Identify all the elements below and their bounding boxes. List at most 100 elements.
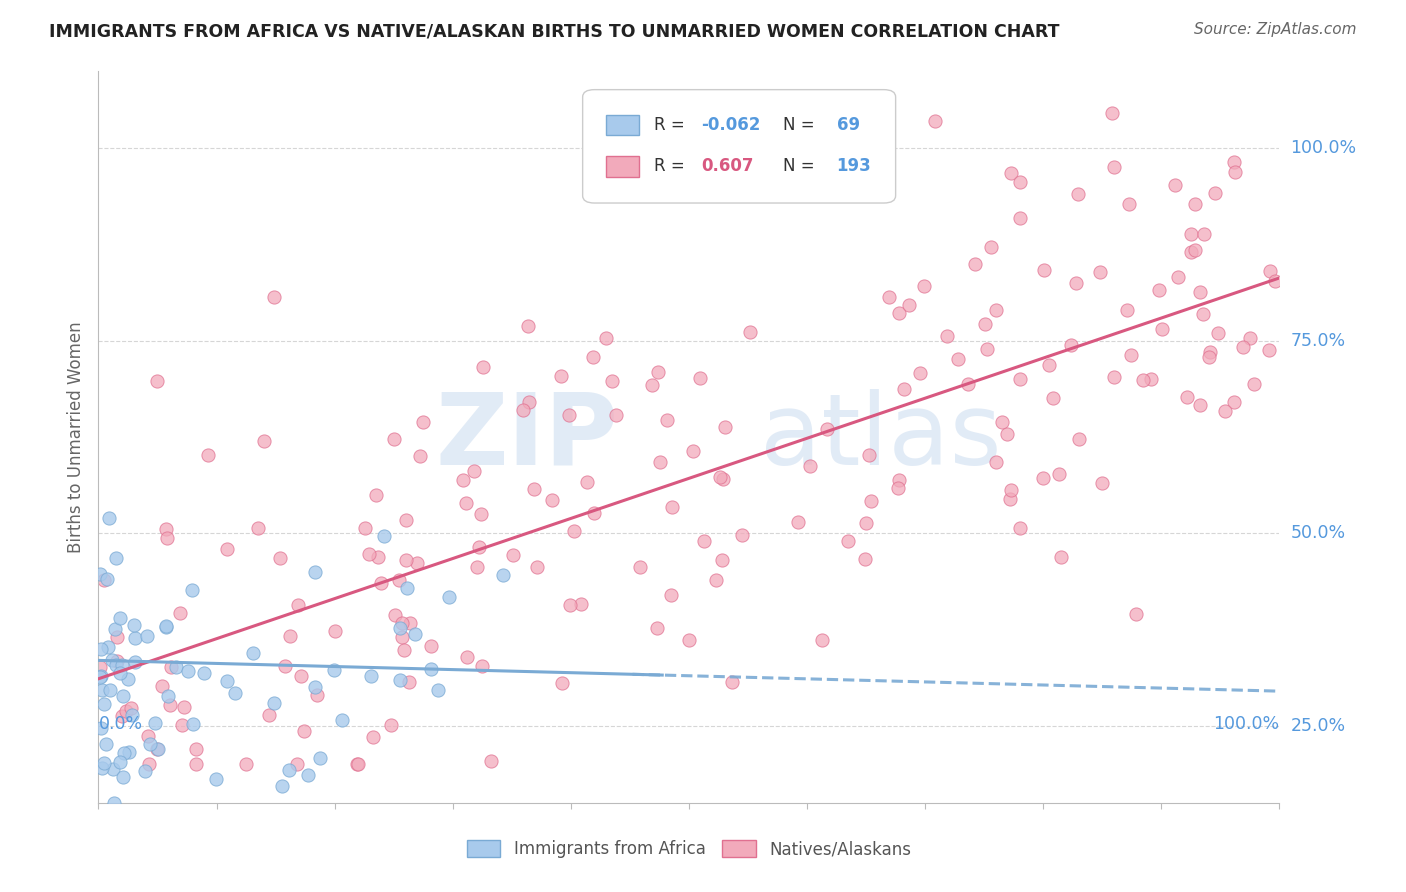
Point: [456, 650, 478, 665]
Point: [136, 629, 159, 643]
Point: [995, 427, 1018, 442]
Point: [980, 240, 1002, 254]
Point: [516, 318, 538, 333]
Point: [479, 754, 502, 768]
Point: [146, 742, 169, 756]
Point: [104, 551, 127, 566]
Point: [1010, 175, 1032, 189]
Point: [384, 433, 406, 447]
Point: [104, 622, 127, 636]
Point: [704, 574, 727, 588]
Point: [502, 548, 524, 562]
Point: [159, 659, 181, 673]
Point: [1194, 227, 1216, 241]
Point: [648, 455, 671, 469]
Point: [910, 366, 932, 380]
Point: [540, 493, 562, 508]
Text: N =: N =: [783, 116, 820, 134]
Point: [405, 556, 427, 570]
Text: ZIP: ZIP: [436, 389, 619, 485]
Point: [738, 325, 761, 339]
Point: [470, 507, 492, 521]
Point: [134, 764, 156, 778]
Point: [108, 755, 131, 769]
Point: [146, 374, 169, 388]
Point: [956, 377, 979, 392]
Point: [98, 511, 121, 525]
Point: [456, 496, 478, 510]
Point: [169, 606, 191, 620]
Point: [893, 382, 915, 396]
Point: [647, 621, 669, 635]
Y-axis label: Births to Unmarried Women: Births to Unmarried Women: [66, 321, 84, 553]
Text: 75.0%: 75.0%: [1291, 332, 1346, 350]
Text: IMMIGRANTS FROM AFRICA VS NATIVE/ALASKAN BIRTHS TO UNMARRIED WOMEN CORRELATION C: IMMIGRANTS FROM AFRICA VS NATIVE/ALASKAN…: [49, 22, 1060, 40]
Point: [1060, 338, 1083, 352]
Point: [274, 659, 297, 673]
Point: [290, 669, 312, 683]
Point: [1152, 322, 1174, 336]
Point: [297, 768, 319, 782]
Point: [367, 550, 389, 565]
Point: [1102, 369, 1125, 384]
Point: [659, 588, 682, 602]
Point: [181, 582, 204, 597]
Point: [451, 473, 474, 487]
Point: [122, 618, 145, 632]
Point: [551, 675, 574, 690]
Point: [860, 494, 883, 508]
Point: [93, 573, 115, 587]
Point: [468, 540, 491, 554]
Point: [323, 624, 346, 638]
Point: [912, 279, 935, 293]
Point: [108, 611, 131, 625]
Point: [855, 516, 877, 531]
Point: [427, 683, 450, 698]
Point: [678, 633, 700, 648]
FancyBboxPatch shape: [606, 114, 640, 135]
Legend: Immigrants from Africa, Natives/Alaskans: Immigrants from Africa, Natives/Alaskans: [460, 833, 918, 865]
Text: R =: R =: [654, 158, 689, 176]
Point: [1091, 475, 1114, 490]
Point: [121, 708, 143, 723]
Text: 100.0%: 100.0%: [1291, 139, 1357, 157]
Point: [1180, 245, 1202, 260]
Point: [181, 717, 204, 731]
Text: 25.0%: 25.0%: [1291, 717, 1346, 735]
Point: [89, 670, 111, 684]
Point: [373, 528, 395, 542]
Point: [242, 646, 264, 660]
Point: [1047, 467, 1070, 481]
Point: [101, 653, 124, 667]
Point: [205, 772, 228, 787]
Point: [1191, 307, 1213, 321]
Point: [103, 796, 125, 810]
Point: [399, 615, 422, 630]
Point: [157, 690, 180, 704]
Point: [853, 552, 876, 566]
Point: [641, 377, 664, 392]
Point: [148, 742, 170, 756]
Point: [1188, 285, 1211, 300]
Point: [304, 680, 326, 694]
Point: [984, 455, 1007, 469]
Point: [799, 458, 821, 473]
Point: [1164, 178, 1187, 193]
Point: [186, 757, 208, 772]
Point: [91, 683, 114, 698]
Point: [323, 663, 346, 677]
Point: [111, 657, 134, 672]
Point: [118, 746, 141, 760]
Point: [215, 673, 238, 688]
Point: [647, 365, 669, 379]
Point: [278, 763, 301, 777]
Point: [391, 615, 413, 630]
Text: -0.062: -0.062: [700, 116, 761, 134]
Point: [97, 640, 120, 654]
Point: [787, 516, 810, 530]
Text: R =: R =: [654, 116, 689, 134]
Point: [285, 757, 308, 772]
Point: [1184, 196, 1206, 211]
Point: [1132, 373, 1154, 387]
Point: [998, 491, 1021, 506]
